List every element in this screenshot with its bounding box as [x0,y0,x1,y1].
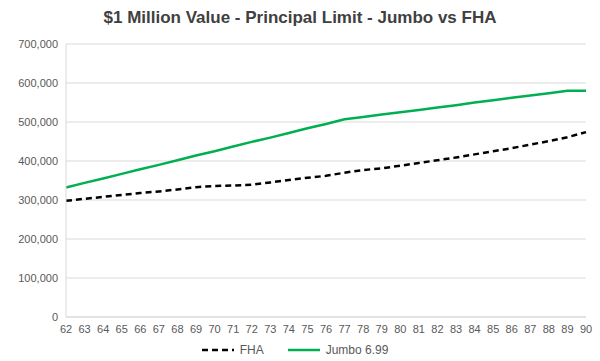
svg-text:88: 88 [543,323,555,335]
svg-text:0: 0 [52,311,58,323]
svg-text:84: 84 [468,323,480,335]
html-text:$1 Million Value - Principal L: $1 Million Value - Principal Limit - Jum… [103,8,497,27]
svg-text:400,000: 400,000 [18,155,58,167]
svg-text:63: 63 [78,323,90,335]
svg-text:86: 86 [506,323,518,335]
svg-text:71: 71 [227,323,239,335]
svg-text:66: 66 [134,323,146,335]
svg-text:72: 72 [246,323,258,335]
svg-text:80: 80 [394,323,406,335]
svg-text:68: 68 [171,323,183,335]
svg-text:65: 65 [116,323,128,335]
svg-text:79: 79 [376,323,388,335]
svg-text:76: 76 [320,323,332,335]
svg-text:89: 89 [561,323,573,335]
svg-text:500,000: 500,000 [18,116,58,128]
svg-text:100,000: 100,000 [18,272,58,284]
svg-text:81: 81 [413,323,425,335]
svg-text:69: 69 [190,323,202,335]
svg-text:73: 73 [264,323,276,335]
svg-text:67: 67 [153,323,165,335]
svg-text:75: 75 [301,323,313,335]
svg-text:77: 77 [338,323,350,335]
html-text:FHA: FHA [239,343,264,357]
svg-text:700,000: 700,000 [18,38,58,50]
svg-text:70: 70 [208,323,220,335]
svg-text:78: 78 [357,323,369,335]
svg-text:85: 85 [487,323,499,335]
svg-text:87: 87 [524,323,536,335]
svg-text:74: 74 [283,323,295,335]
html-text:Jumbo 6.99: Jumbo 6.99 [325,343,389,357]
svg-text:62: 62 [60,323,72,335]
svg-text:90: 90 [580,323,592,335]
svg-text:300,000: 300,000 [18,194,58,206]
svg-text:83: 83 [450,323,462,335]
svg-text:600,000: 600,000 [18,77,58,89]
svg-text:200,000: 200,000 [18,233,58,245]
svg-text:82: 82 [431,323,443,335]
svg-text:64: 64 [97,323,109,335]
